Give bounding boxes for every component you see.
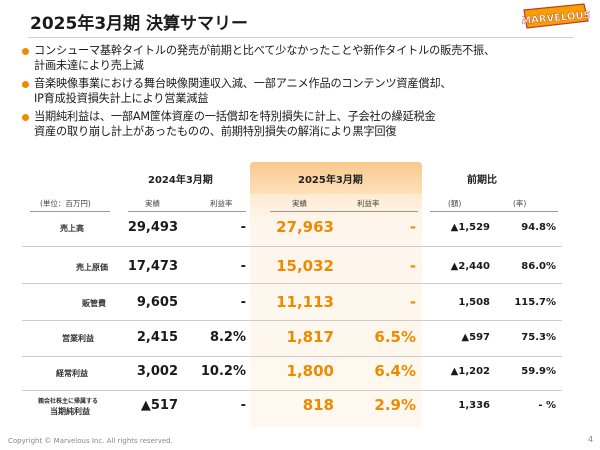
bullet-item: 音楽映像事業における舞台映像関連収入減、一部アニメ作品のコンテンツ資産償却、 I… [22,77,582,106]
sub-header-result: 実績 [145,199,160,208]
bullet-item: コンシューマ基幹タイトルの発売が前期と比べて少なかったことや新作タイトルの販売不… [22,44,582,73]
bullet-text: IP育成投資損失計上により営業減益 [34,91,209,105]
col-header-fy2025: 2025年3月期 [298,175,363,186]
row-label-line1: 親会社株主に帰属する [38,398,99,405]
cell-fy2025-margin: - [409,257,416,275]
cell-rate: - % [538,400,556,411]
cell-diff: ▲2,440 [450,261,490,272]
cell-diff: ▲597 [461,332,490,343]
cell-fy2025: 27,963 [276,218,334,236]
bullet-dot-icon [22,81,29,88]
fy2025-header-band [250,162,422,194]
cell-fy2024: 9,605 [136,295,178,310]
cell-fy2025-margin: - [409,293,416,311]
cell-fy2025: 1,800 [286,362,334,380]
header-underline [30,211,110,212]
cell-diff: 1,508 [458,297,490,308]
cell-fy2024-margin: - [240,259,246,274]
sub-header-result: 実績 [292,199,307,208]
page-number: 4 [588,435,594,444]
row-label: 営業利益 [62,334,94,343]
title-divider [28,37,573,38]
row-divider [22,246,562,247]
header-underline [430,211,558,212]
row-divider [22,390,562,391]
cell-diff: ▲1,202 [450,366,490,377]
sub-header-margin: 利益率 [210,199,233,208]
header-underline [270,211,418,212]
cell-fy2024-margin: - [240,398,246,413]
copyright-footer: Copyright © Marvelous Inc. All rights re… [8,437,173,445]
cell-fy2024-margin: 10.2% [200,364,246,379]
header-underline [128,211,246,212]
cell-diff: 1,336 [458,400,490,411]
summary-bullets: コンシューマ基幹タイトルの発売が前期と比べて少なかったことや新作タイトルの販売不… [22,44,582,143]
cell-fy2024: ▲517 [140,398,178,413]
row-divider [22,320,562,321]
cell-fy2025-margin: - [409,218,416,236]
cell-fy2025-margin: 6.5% [374,328,416,346]
bullet-item: 当期純利益は、一部AM筐体資産の一括償却を特別損失に計上、子会社の繰延税金 資産… [22,110,582,139]
bullet-text: 資産の取り崩し計上があったものの、前期特別損失の解消により黒字回復 [34,124,397,138]
cell-fy2024-margin: - [240,295,246,310]
cell-fy2025: 1,817 [286,328,334,346]
cell-fy2024: 29,493 [127,220,178,235]
sub-header-margin: 利益率 [357,199,380,208]
cell-rate: 59.9% [521,366,556,377]
row-label: 経常利益 [56,369,88,378]
cell-rate: 94.8% [521,222,556,233]
row-divider [22,283,562,284]
cell-fy2024-margin: - [240,220,246,235]
cell-rate: 75.3% [521,332,556,343]
cell-fy2024: 3,002 [136,364,178,379]
col-header-yoy: 前期比 [467,175,497,186]
bullet-text: 音楽映像事業における舞台映像関連収入減、一部アニメ作品のコンテンツ資産償却、 [34,77,452,90]
sub-header-rate: (率) [513,199,527,208]
marvelous-logo: MARVELOUS [522,3,590,29]
unit-note: (単位：百万円) [40,199,91,208]
row-label: 売上高 [60,224,84,233]
col-header-fy2024: 2024年3月期 [148,175,213,186]
page-title: 2025年3月期 決算サマリー [30,14,249,34]
row-label: 販管費 [82,299,106,308]
cell-rate: 115.7% [514,297,556,308]
cell-fy2025-margin: 6.4% [374,362,416,380]
cell-fy2024: 17,473 [127,259,178,274]
bullet-dot-icon [22,114,29,121]
row-divider [22,356,562,357]
cell-fy2025: 818 [302,396,334,414]
row-label-line2: 当期純利益 [50,407,90,416]
sub-header-amount: (額) [448,199,462,208]
cell-fy2024: 2,415 [136,330,178,345]
bullet-text: コンシューマ基幹タイトルの発売が前期と比べて少なかったことや新作タイトルの販売不… [34,44,496,57]
bullet-dot-icon [22,48,29,55]
cell-fy2025: 11,113 [276,293,334,311]
cell-rate: 86.0% [521,261,556,272]
cell-fy2025-margin: 2.9% [374,396,416,414]
cell-fy2025: 15,032 [276,257,334,275]
cell-fy2024-margin: 8.2% [209,330,246,345]
cell-diff: ▲1,529 [450,222,490,233]
bullet-text: 計画未達により売上減 [34,58,144,72]
bullet-text: 当期純利益は、一部AM筐体資産の一括償却を特別損失に計上、子会社の繰延税金 [34,110,436,123]
row-label: 売上原価 [76,263,108,272]
fy2025-highlight-column [250,162,422,427]
